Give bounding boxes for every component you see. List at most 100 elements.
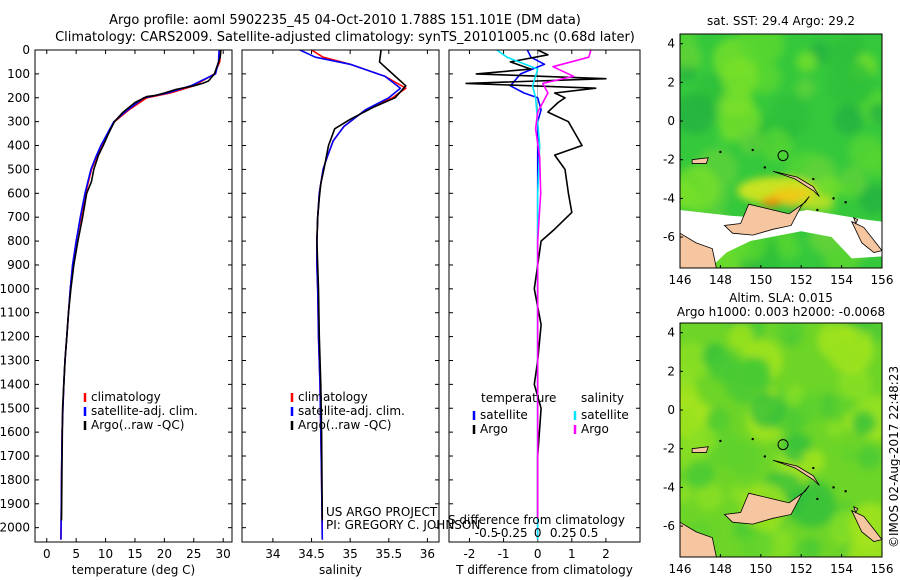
map-field-blob (840, 183, 857, 200)
x-tick-label: 0 (534, 547, 542, 561)
y-tick-label: 200 (7, 91, 30, 105)
map-frame (679, 322, 883, 558)
x-tick-label: 35 (343, 547, 358, 561)
islet-dot (812, 177, 815, 181)
map-field-blob (857, 445, 882, 470)
map-field-blob (727, 323, 754, 350)
legend-title-temperature: temperature (481, 391, 556, 405)
y-tick-label: 0 (667, 114, 675, 128)
axes-frame (241, 49, 440, 543)
x-tick-label: 150 (749, 273, 772, 287)
y-tick-label: 2 (667, 75, 675, 89)
manus-island-land (691, 446, 709, 453)
imos-timestamp: ©IMOS 02-Aug-2017 22:48:23 (887, 365, 900, 548)
y-tick-label: -6 (663, 230, 675, 244)
x-tick-label: 2 (602, 547, 610, 561)
sal-tick-label: 0 (534, 526, 542, 540)
y-tick-label: 1300 (0, 353, 30, 367)
islet-dot (832, 197, 835, 200)
y-tick-label: 1600 (0, 425, 30, 439)
x-axis-label: temperature (deg C) (72, 563, 195, 577)
map-body (680, 34, 882, 268)
sst-map-title: sat. SST: 29.4 Argo: 29.2 (706, 14, 856, 28)
y-tick-label: 700 (7, 210, 30, 224)
axes-frame (448, 49, 641, 543)
series-line-s-satellite (496, 49, 541, 540)
png-mainland-land (680, 521, 717, 557)
x-tick-label: 152 (790, 562, 813, 576)
map-field-blob (680, 484, 693, 504)
islet-dot (832, 486, 835, 489)
series-line-argo-raw-qc- (316, 49, 407, 521)
map-field-blob (705, 409, 729, 433)
x-tick-label: 152 (790, 273, 813, 287)
x-tick-label: 5 (72, 547, 80, 561)
x-tick-label: -1 (498, 547, 510, 561)
map-field-blob (680, 165, 720, 211)
x-tick-label: 34 (265, 547, 280, 561)
map-field-blob (741, 529, 774, 557)
map-field-blob (680, 93, 716, 135)
y-tick-label: 0 (22, 43, 30, 57)
series-line-climatology (60, 49, 222, 540)
x-tick-label: 146 (669, 562, 692, 576)
legend-label: Argo(..raw -QC) (91, 418, 184, 432)
new-britain-land (723, 196, 810, 236)
png-mainland-land (680, 232, 717, 268)
new-ireland-land (772, 459, 820, 486)
y-tick-label: 1000 (0, 282, 30, 296)
islet-dot (751, 437, 754, 441)
legend-label: satellite (581, 408, 629, 422)
y-tick-label: 400 (7, 139, 30, 153)
map-field-blob (680, 42, 701, 69)
map-field-blob (695, 482, 724, 511)
map-field-blob (868, 103, 882, 124)
y-tick-label: 1900 (0, 497, 30, 511)
legend-label: Argo(..raw -QC) (298, 418, 391, 432)
x-tick-label: 154 (830, 562, 853, 576)
series-line-climatology (311, 49, 407, 540)
legend-title-salinity: salinity (581, 391, 624, 405)
x-tick-label: 35.5 (375, 547, 402, 561)
x-tick-label: 150 (749, 562, 772, 576)
map-field-blob (848, 134, 882, 170)
y-tick-label: 4 (667, 37, 675, 51)
map-body (680, 323, 882, 557)
x-tick-label: 156 (871, 273, 894, 287)
islet-dot (763, 455, 767, 458)
map-field-blob (707, 350, 739, 382)
x-tick-label: 30 (216, 547, 231, 561)
y-tick-label: -4 (663, 480, 675, 494)
map-field-blob (689, 425, 717, 454)
manus-island-land (691, 157, 709, 164)
map-frame (679, 33, 883, 269)
islet-dot (844, 201, 847, 204)
figure-title-line1: Argo profile: aoml 5902235_45 04-Oct-201… (109, 13, 581, 28)
x-tick-label: 10 (98, 547, 113, 561)
islet-dot (812, 466, 815, 470)
sst-map-axes: 146 148 150 152 154 156 4 2 0 -2 -4 -6 (663, 33, 894, 287)
x-axis-label: T difference from climatology (455, 563, 633, 577)
map-field-blob (685, 459, 715, 489)
islet-dot (816, 208, 819, 212)
buka-land (853, 216, 859, 225)
bougainville-land (850, 220, 882, 253)
legend-label: Argo (581, 422, 609, 436)
project-credit: US ARGO PROJECT (326, 505, 438, 519)
argo-position-marker (777, 150, 789, 162)
islet-dot (816, 497, 819, 501)
figure-title-line2: Climatology: CARS2009. Satellite-adjuste… (55, 30, 635, 45)
axes-frame (34, 49, 233, 543)
map-field (680, 323, 882, 557)
y-tick-label: 2000 (0, 521, 30, 535)
x-tick-label: 15 (127, 547, 142, 561)
series-line-satellite-adj-clim- (60, 49, 220, 540)
y-tick-label: 1200 (0, 330, 30, 344)
bougainville-land (850, 509, 882, 542)
map-field-blob (737, 34, 781, 64)
map-field-blob (795, 78, 816, 98)
x-tick-label: 1 (568, 547, 576, 561)
buka-land (853, 505, 859, 514)
legend-label: satellite-adj. clim. (91, 404, 198, 418)
